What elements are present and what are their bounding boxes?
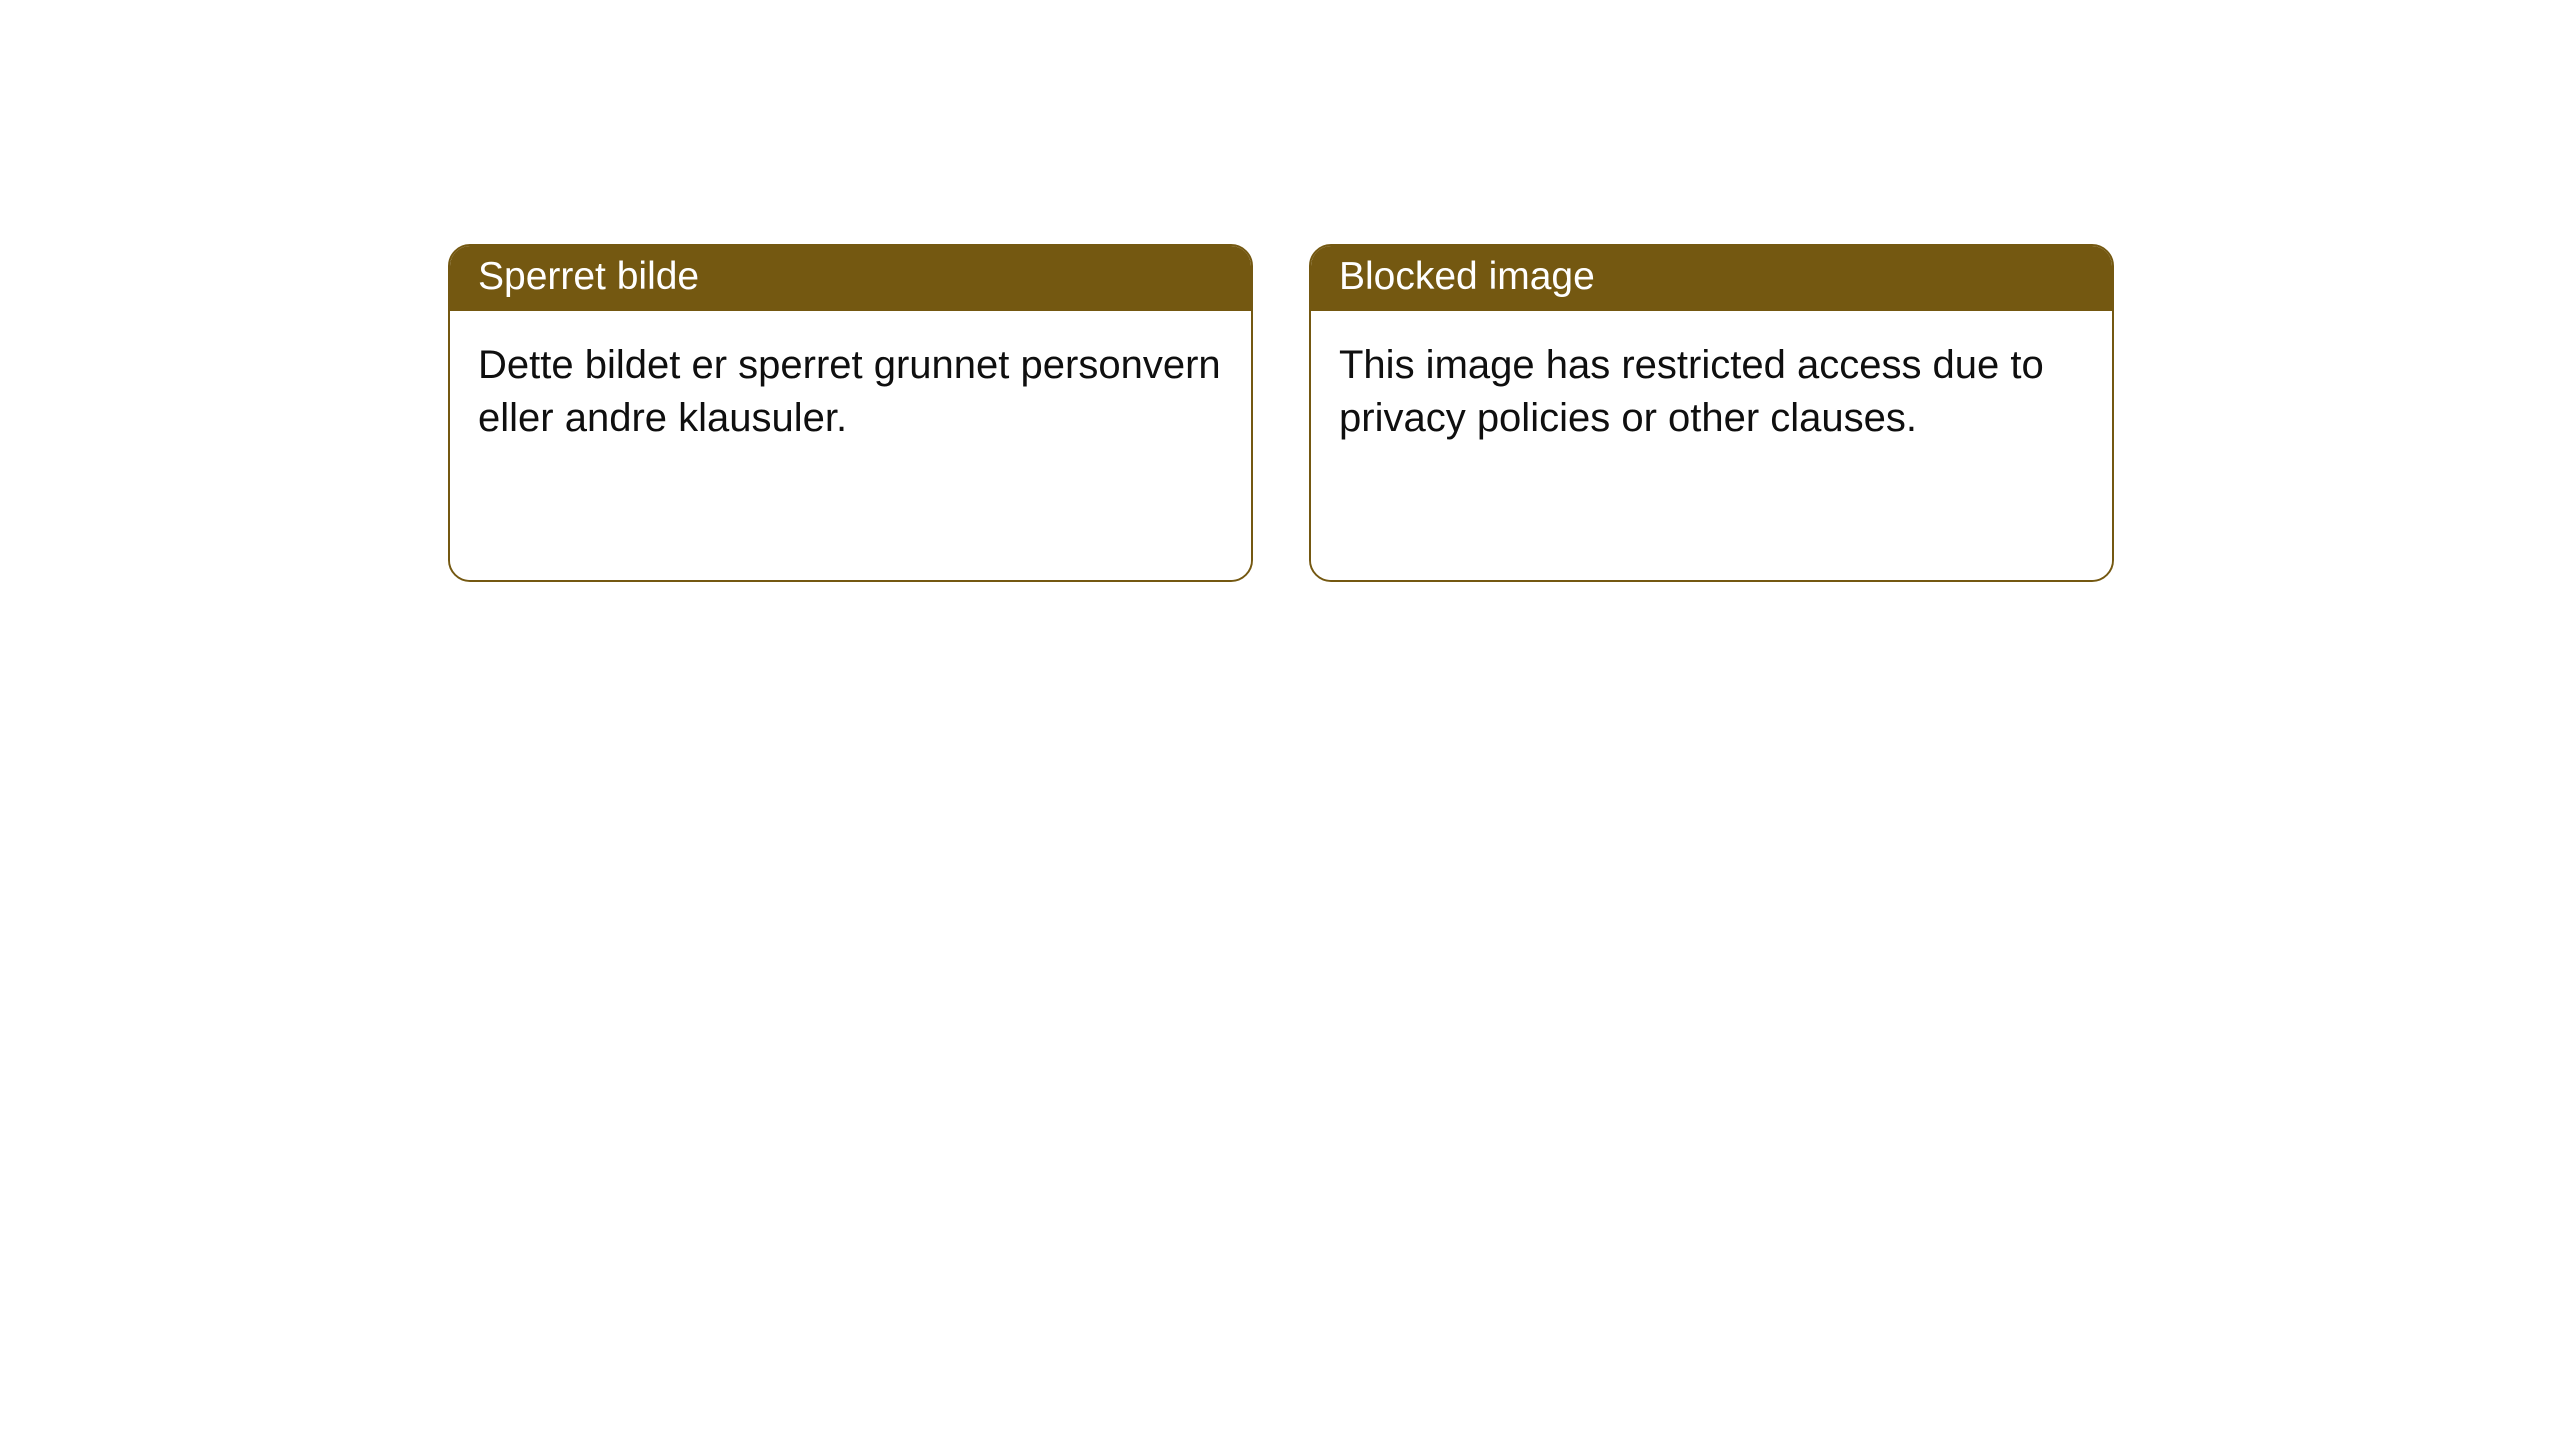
card-body-en: This image has restricted access due to … [1311,311,2112,580]
blocked-image-card-en: Blocked image This image has restricted … [1309,244,2114,582]
card-title-en: Blocked image [1311,246,2112,311]
card-body-no: Dette bildet er sperret grunnet personve… [450,311,1251,580]
card-title-no: Sperret bilde [450,246,1251,311]
blocked-image-notice-row: Sperret bilde Dette bildet er sperret gr… [448,244,2114,582]
blocked-image-card-no: Sperret bilde Dette bildet er sperret gr… [448,244,1253,582]
